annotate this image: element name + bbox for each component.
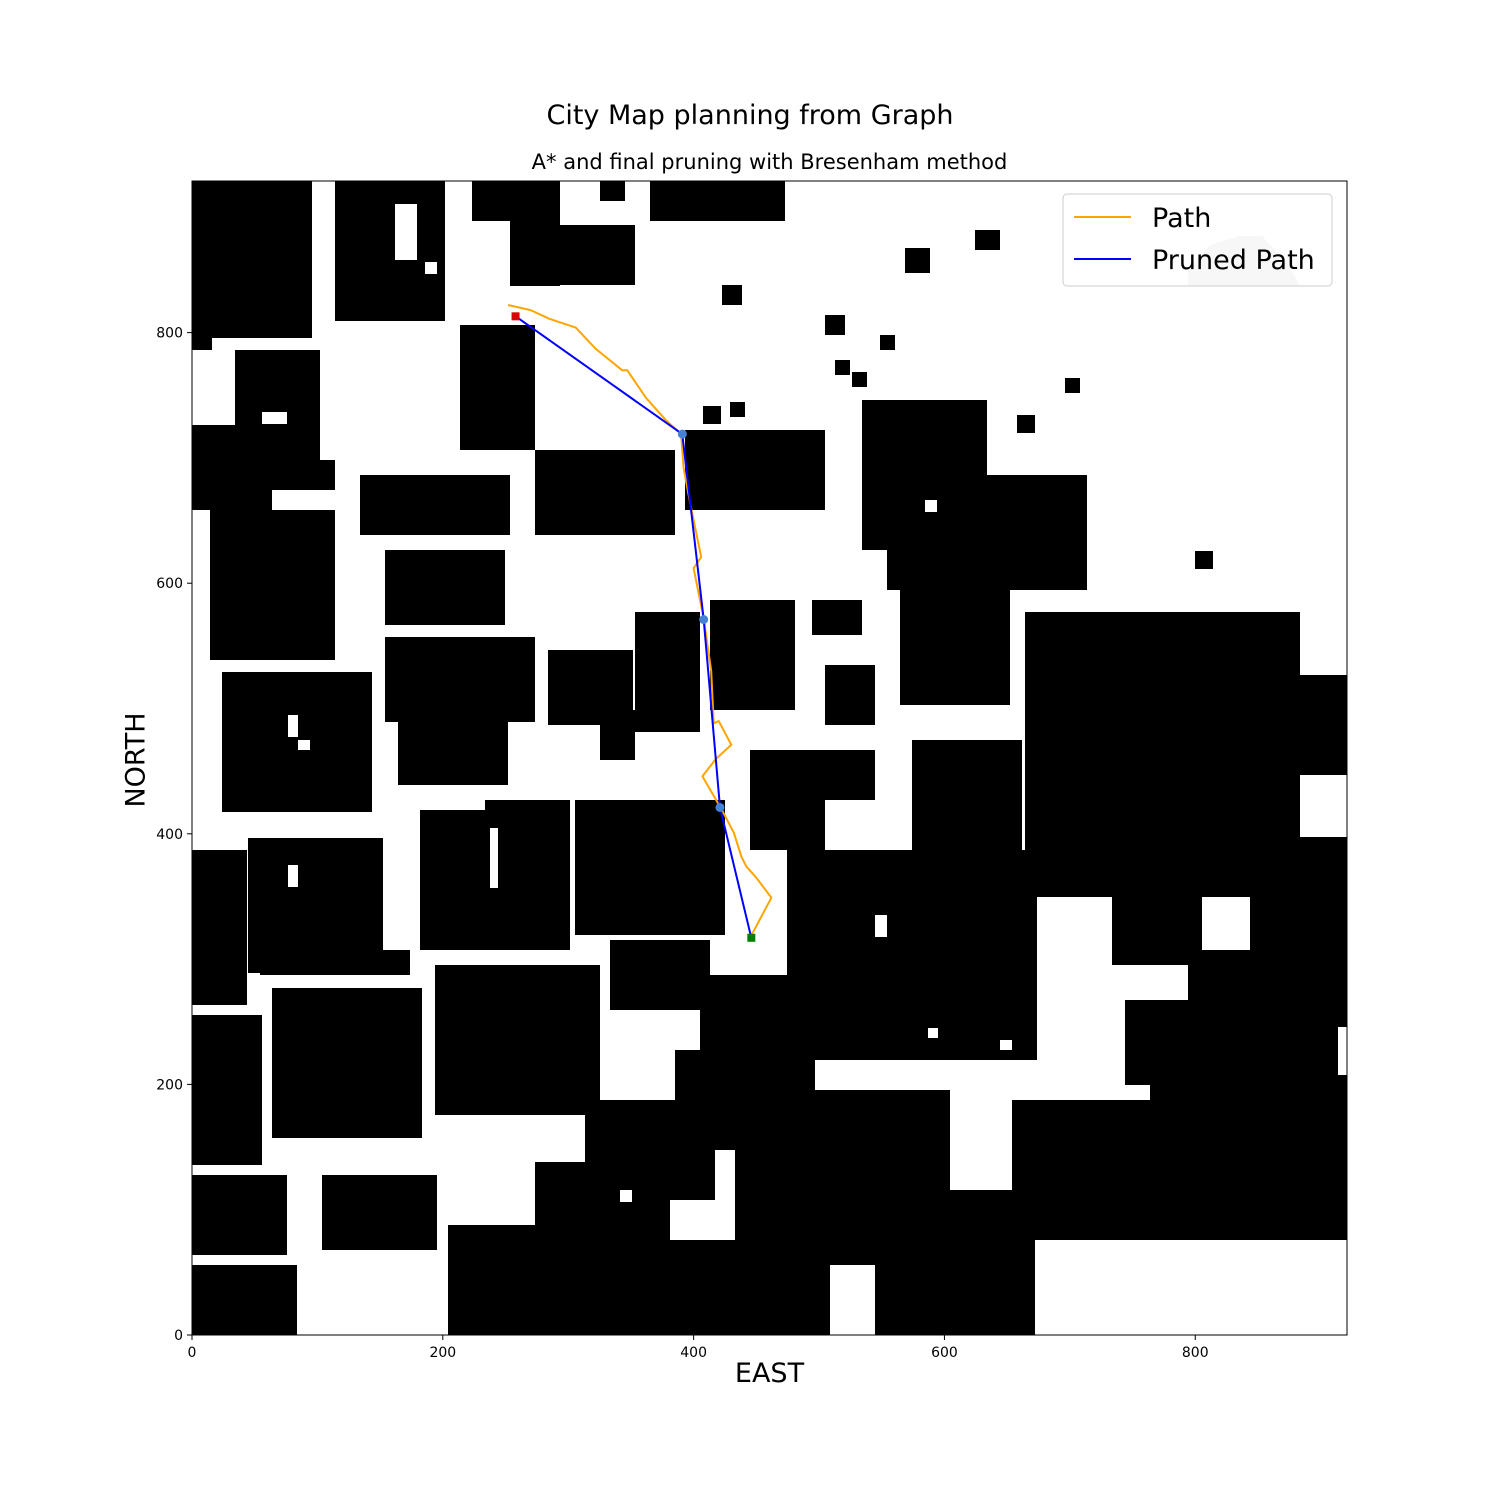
legend-label-path: Path (1152, 203, 1211, 234)
obstacle-block (260, 181, 310, 201)
obstacle-block (460, 325, 535, 450)
chart-title: City Map planning from Graph (546, 100, 954, 131)
obstacle-block (1195, 551, 1213, 569)
obstacle-block (560, 225, 635, 285)
obstacle-block (192, 850, 247, 1005)
obstacle-block (575, 1240, 830, 1335)
free-space-hole (925, 500, 937, 512)
free-space-hole (298, 740, 310, 750)
obstacle-map (192, 181, 1347, 1335)
plot-frame (191, 180, 1348, 1336)
obstacle-block (192, 195, 212, 350)
goal-marker (747, 933, 756, 942)
obstacle-block (650, 181, 785, 221)
obstacle-block (730, 402, 745, 417)
obstacle-block (535, 450, 675, 535)
start-marker (511, 312, 520, 321)
obstacle-block (610, 940, 710, 1010)
series-line-path (507, 304, 773, 939)
free-space-hole (262, 412, 287, 424)
obstacle-block (510, 181, 560, 286)
obstacle-block (192, 1015, 262, 1165)
obstacle-block (1017, 415, 1035, 433)
obstacle-block (710, 600, 795, 710)
obstacle-block (875, 1190, 1035, 1335)
obstacle-block (222, 672, 372, 812)
obstacle-block (600, 181, 625, 201)
obstacle-block (575, 800, 725, 935)
obstacle-block (835, 360, 850, 375)
legend-label-pruned-path: Pruned Path (1152, 245, 1315, 276)
free-space-hole (490, 828, 498, 888)
obstacle-block (435, 965, 600, 1115)
obstacle-block (270, 460, 335, 490)
obstacle-block (1065, 378, 1080, 393)
obstacle-block (812, 600, 862, 635)
obstacle-block (410, 610, 460, 625)
free-space-hole (288, 715, 298, 737)
y-tick-label: 400 (156, 827, 183, 843)
waypoint-marker (677, 429, 687, 439)
obstacle-block (600, 710, 635, 760)
waypoint-marker (715, 802, 725, 812)
obstacle-block (722, 285, 742, 305)
obstacle-block (825, 665, 875, 725)
obstacle-block (1112, 875, 1202, 965)
obstacle-block (703, 406, 721, 424)
obstacle-block (192, 1175, 287, 1255)
obstacle-block (700, 975, 810, 1055)
free-space-hole (620, 1190, 632, 1202)
chart-subtitle: A* and final pruning with Bresenham meth… (531, 150, 1008, 174)
free-space-hole (395, 204, 417, 260)
obstacle-block (385, 637, 535, 722)
axis-ticks: 0 200 400 600 800 0 200 400 600 800 (156, 326, 1208, 1361)
waypoint-marker (699, 615, 709, 625)
x-tick-label: 600 (931, 1345, 958, 1361)
y-tick-label: 800 (156, 326, 183, 342)
obstacle-block (685, 430, 825, 510)
y-tick-label: 200 (156, 1077, 183, 1093)
x-tick-label: 0 (188, 1345, 197, 1361)
obstacle-block (787, 850, 1037, 1060)
x-tick-label: 800 (1182, 1345, 1209, 1361)
obstacle-block (1046, 512, 1061, 527)
y-tick-label: 600 (156, 576, 183, 592)
obstacle-block (1240, 638, 1265, 663)
obstacle-block (322, 1175, 437, 1250)
obstacle-block (912, 740, 1022, 850)
obstacle-block (192, 1265, 297, 1335)
free-space-hole (425, 262, 437, 274)
obstacle-block (635, 612, 700, 732)
obstacle-block (272, 988, 422, 1138)
obstacle-block (1262, 675, 1347, 775)
x-tick-label: 400 (680, 1345, 707, 1361)
obstacle-block (852, 372, 867, 387)
x-tick-label: 200 (429, 1345, 456, 1361)
legend: Path Pruned Path (1062, 193, 1333, 287)
free-space-hole (928, 1028, 938, 1038)
obstacle-block (360, 475, 510, 535)
obstacle-block (262, 578, 297, 618)
obstacle-block (905, 248, 930, 273)
obstacle-block (975, 230, 1000, 250)
obstacle-block (900, 585, 1010, 705)
obstacle-block (1125, 1000, 1225, 1085)
free-space-hole (1000, 1040, 1012, 1050)
x-axis-label: EAST (734, 1358, 805, 1389)
obstacle-block (825, 315, 845, 335)
obstacle-block (750, 790, 825, 850)
obstacle-block (880, 335, 895, 350)
free-space-hole (288, 865, 298, 887)
obstacle-block (192, 425, 272, 510)
series-layer (507, 304, 773, 942)
free-space-hole (875, 915, 887, 937)
obstacle-block (260, 950, 410, 975)
y-tick-label: 0 (174, 1328, 183, 1344)
obstacle-block (1150, 1075, 1347, 1240)
obstacle-block (398, 710, 508, 785)
obstacle-block (887, 475, 1087, 590)
